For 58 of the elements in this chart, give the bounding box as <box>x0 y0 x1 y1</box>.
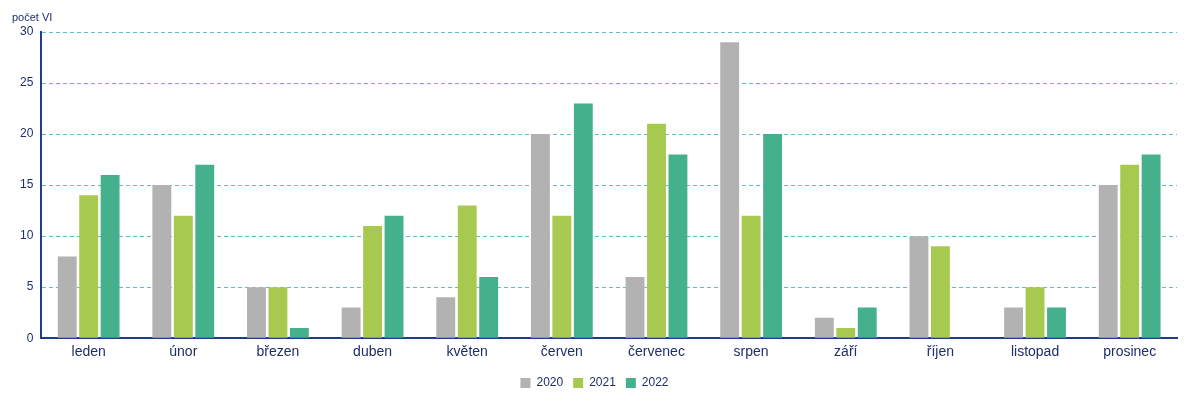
y-tick-label: 10 <box>19 228 34 243</box>
bar <box>836 327 856 338</box>
bar <box>909 236 929 338</box>
legend-label: 2021 <box>589 375 617 390</box>
bar <box>268 287 288 338</box>
bar <box>1004 307 1024 338</box>
y-tick-label: 30 <box>19 24 34 39</box>
y-tick-label: 25 <box>19 75 34 90</box>
x-tick-label: září <box>834 343 858 360</box>
x-tick-label: leden <box>71 343 106 360</box>
y-tick-label: 0 <box>26 330 34 345</box>
bar <box>552 215 572 338</box>
bar <box>763 134 783 338</box>
bar <box>930 246 950 338</box>
bar <box>1025 287 1045 338</box>
y-tick-label: 20 <box>19 126 34 141</box>
bar <box>57 256 77 338</box>
bar <box>625 276 645 338</box>
bar <box>668 154 688 338</box>
bar <box>436 297 456 338</box>
bar <box>530 134 550 338</box>
x-tick-label: únor <box>169 343 198 360</box>
y-tick-label: 15 <box>19 177 34 192</box>
bar <box>1141 154 1161 338</box>
bar <box>457 205 477 338</box>
x-tick-label: červen <box>540 343 583 360</box>
x-tick-label: duben <box>353 343 393 360</box>
bar <box>363 225 383 338</box>
bar <box>857 307 877 338</box>
bar <box>173 215 193 338</box>
bar <box>79 195 99 338</box>
bar <box>647 123 666 338</box>
bar <box>479 276 499 338</box>
bar <box>1098 185 1118 338</box>
x-tick-label: srpen <box>733 343 769 360</box>
x-tick-label: březen <box>256 343 300 360</box>
x-tick-label: listopad <box>1010 343 1060 360</box>
bar <box>341 307 361 338</box>
bar <box>152 185 172 338</box>
y-tick-label: 5 <box>26 279 34 294</box>
x-tick-label: červenec <box>628 343 685 360</box>
legend-label: 2022 <box>641 375 669 390</box>
bar <box>289 327 309 338</box>
bar <box>1120 164 1140 338</box>
bar <box>814 317 834 338</box>
x-tick-label: říjen <box>926 343 955 360</box>
bar <box>195 164 215 338</box>
bar <box>384 215 404 338</box>
x-tick-label: květen <box>446 343 488 360</box>
bar <box>247 287 266 338</box>
bar <box>741 215 761 338</box>
legend-label: 2020 <box>536 375 564 390</box>
bar <box>720 42 740 338</box>
x-tick-label: prosinec <box>1103 343 1157 360</box>
bar <box>573 103 593 338</box>
y-axis-title: počet VI <box>12 10 53 23</box>
bar <box>100 174 120 338</box>
bar <box>1047 307 1066 338</box>
